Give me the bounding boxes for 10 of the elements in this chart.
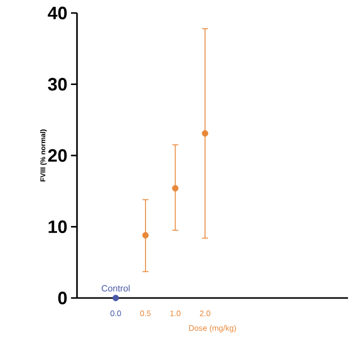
y-tick-label: 20 (48, 149, 67, 162)
y-tick-label: 0 (58, 292, 67, 304)
y-tick-label: 30 (48, 78, 67, 91)
y-tick-label: 10 (48, 220, 67, 234)
point (112, 294, 119, 302)
point (142, 232, 149, 238)
series-label: Control (102, 284, 130, 292)
y-tick-label: 40 (48, 6, 67, 20)
point (172, 185, 178, 192)
point (202, 130, 208, 137)
